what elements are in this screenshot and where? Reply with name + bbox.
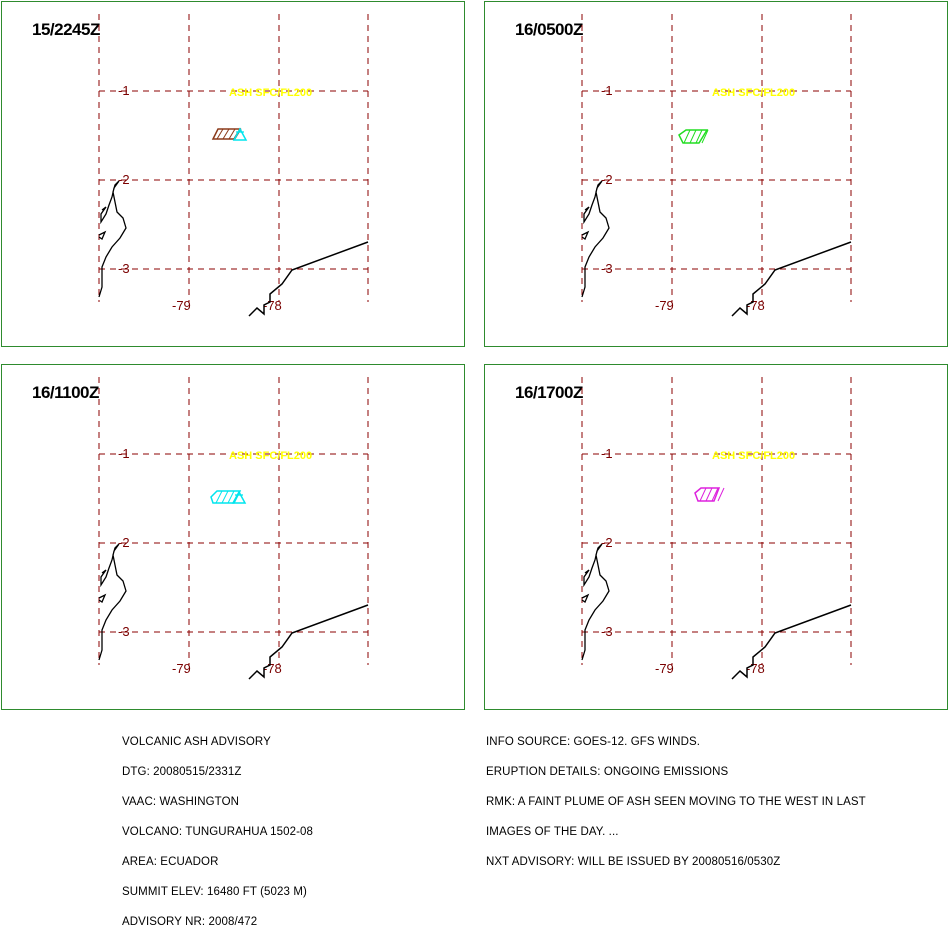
latitude-label: -3	[601, 261, 613, 276]
coastline	[581, 593, 590, 603]
advisory-header-text: VOLCANIC ASH ADVISORY DTG: 20080515/2331…	[122, 717, 313, 937]
border-line	[248, 604, 369, 680]
longitude-label: -78	[746, 298, 765, 313]
volcano-triangle	[231, 490, 247, 504]
advisory-line: NXT ADVISORY: WILL BE ISSUED BY 20080516…	[486, 856, 781, 868]
advisory-line: VOLCANO: TUNGURAHUA 1502-08	[122, 826, 314, 838]
advisory-line: SUMMIT ELEV: 16480 FT (5023 M)	[122, 886, 307, 898]
border-line	[731, 241, 852, 317]
ash-plume-hatch	[221, 490, 229, 504]
ash-plume-outline	[694, 487, 721, 502]
coastline	[581, 543, 610, 661]
panel-time: 16/0500Z	[515, 20, 583, 39]
map-canvas: -1 -2 -3 -79 -78 ASH SFC/FL200	[581, 377, 852, 680]
coastline	[98, 593, 107, 603]
volcano-icon	[232, 127, 248, 141]
border-line	[731, 604, 852, 680]
ash-plume-hatch	[216, 128, 224, 140]
ash-plume-hatch	[227, 490, 235, 504]
latitude-label: -3	[118, 261, 130, 276]
longitude-label: -78	[263, 298, 282, 313]
latitude-label: -2	[601, 172, 613, 187]
coastline	[581, 180, 610, 298]
advisory-details-text: INFO SOURCE: GOES-12. GFS WINDS. ERUPTIO…	[486, 717, 866, 877]
map-canvas: -1 -2 -3 -79 -78 ASH SFC/FL200	[98, 377, 369, 680]
advisory-line: VOLCANIC ASH ADVISORY	[122, 736, 271, 748]
volcano-icon	[231, 490, 247, 504]
advisory-line: AREA: ECUADOR	[122, 856, 219, 868]
ash-plume-hatch	[695, 129, 703, 144]
latitude-label: -3	[601, 624, 613, 639]
border-line	[248, 241, 369, 317]
advisory-line: IMAGES OF THE DAY. ...	[486, 826, 619, 838]
latitude-label: -1	[118, 446, 130, 461]
advisory-line: VAAC: WASHINGTON	[122, 796, 240, 808]
ash-plume-outline	[678, 129, 709, 144]
ash-level-label: ASH SFC/FL200	[712, 450, 795, 462]
coastline	[581, 230, 590, 240]
advisory-line: INFO SOURCE: GOES-12. GFS WINDS.	[486, 736, 701, 748]
ash-plume-hatch	[689, 129, 697, 144]
latitude-label: -2	[601, 535, 613, 550]
longitude-label: -79	[655, 661, 674, 676]
ash-plume-hatch	[711, 487, 719, 502]
longitude-label: -79	[172, 298, 191, 313]
volcano-triangle	[232, 127, 248, 141]
panel-time: 15/2245Z	[32, 20, 100, 39]
latitude-label: -2	[118, 172, 130, 187]
coastline	[98, 230, 107, 240]
map-canvas: -1 -2 -3 -79 -78 ASH SFC/FL200	[98, 14, 369, 317]
advisory-line: DTG: 20080515/2331Z	[122, 766, 242, 778]
longitude-label: -78	[746, 661, 765, 676]
latitude-label: -3	[118, 624, 130, 639]
ash-plume-hatch	[705, 487, 713, 502]
coastline	[98, 543, 127, 661]
ash-level-label: ASH SFC/FL200	[229, 450, 312, 462]
map-panel: 16/1700Z -1 -2 -3 -79 -78 ASH SFC/FL200	[484, 364, 948, 710]
latitude-label: -2	[118, 535, 130, 550]
ash-plume-hatch	[701, 129, 709, 144]
ash-plume-hatch	[699, 487, 707, 502]
ash-plume-hatch	[228, 128, 236, 140]
ash-level-label: ASH SFC/FL200	[229, 87, 312, 99]
map-canvas: -1 -2 -3 -79 -78 ASH SFC/FL200	[581, 14, 852, 317]
longitude-label: -78	[263, 661, 282, 676]
advisory-line: ERUPTION DETAILS: ONGOING EMISSIONS	[486, 766, 729, 778]
ash-plume	[678, 129, 709, 144]
ash-plume	[694, 487, 725, 502]
latitude-label: -1	[601, 83, 613, 98]
advisory-line: ADVISORY NR: 2008/472	[122, 916, 258, 928]
latitude-label: -1	[601, 446, 613, 461]
map-panel: 16/0500Z -1 -2 -3 -79 -78 ASH SFC/FL200	[484, 1, 948, 347]
panel-time: 16/1100Z	[32, 383, 99, 402]
longitude-label: -79	[172, 661, 191, 676]
map-panel: 16/1100Z -1 -2 -3 -79 -78 ASH SFC/FL200	[1, 364, 465, 710]
panel-time: 16/1700Z	[515, 383, 583, 402]
coastline	[98, 180, 127, 298]
ash-plume-hatch	[683, 129, 691, 144]
map-panel: 15/2245Z -1 -2 -3 -79 -78 ASH SFC/FL200	[1, 1, 465, 347]
latitude-label: -1	[118, 83, 130, 98]
ash-plume-hatch	[215, 490, 223, 504]
advisory-line: RMK: A FAINT PLUME OF ASH SEEN MOVING TO…	[486, 796, 866, 808]
ash-level-label: ASH SFC/FL200	[712, 87, 795, 99]
ash-plume-hatch	[717, 487, 725, 502]
ash-plume-hatch	[222, 128, 230, 140]
longitude-label: -79	[655, 298, 674, 313]
